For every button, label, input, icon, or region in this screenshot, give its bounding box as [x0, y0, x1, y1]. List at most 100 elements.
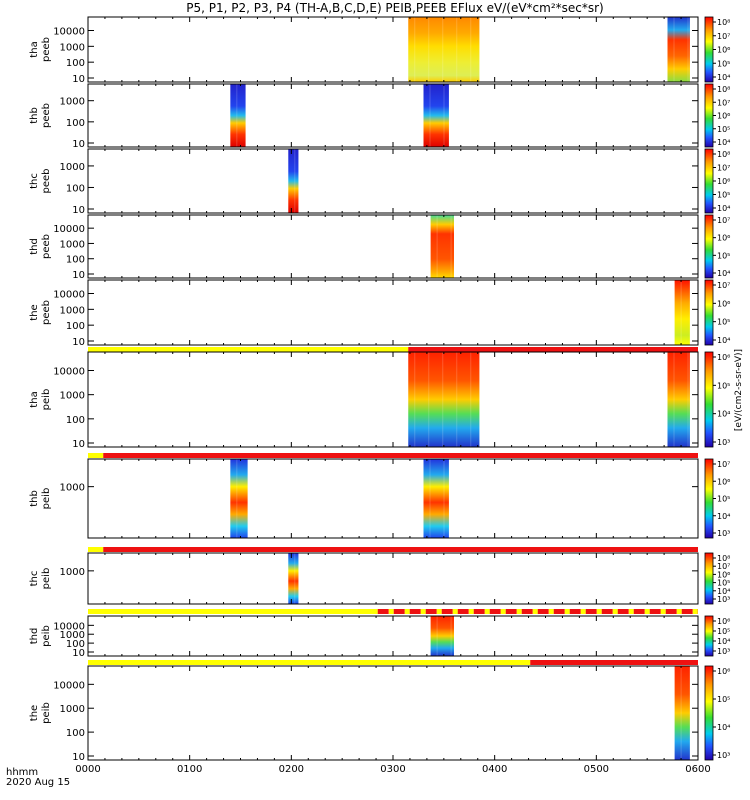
panel-6-cbar-tick-label: 10⁴: [717, 410, 730, 419]
panel-3-cbar-tick-label: 10⁸: [717, 150, 730, 159]
panel-3-label-line-1: thc: [29, 173, 40, 189]
panel-5-frame: [87, 279, 699, 346]
panel-9-flag-segment: [505, 609, 517, 614]
panel-2-cbar-tick-label: 10⁵: [717, 125, 730, 134]
time-tick-label: 0200: [279, 764, 304, 775]
panel-7-block-band: [429, 459, 431, 538]
panel-2-y-tick-label: 100: [66, 118, 85, 129]
panel-5-y-tick-label: 100: [66, 321, 85, 332]
panel-1-block-band: [428, 17, 430, 82]
panel-9-y-tick-label: 1000: [60, 630, 85, 641]
panel-9-flag-segment: [377, 609, 389, 614]
panel-9-frame: [87, 615, 699, 657]
panel-7-cbar-tick-label: 10³: [717, 529, 730, 538]
panel-1-cbar-tick-label: 10⁵: [717, 59, 730, 68]
panel-2-block-band: [443, 84, 445, 147]
panel-9-block-band: [436, 616, 438, 656]
panel-9-flag-segment: [553, 609, 565, 614]
panel-6-cbar-tick-label: 10⁵: [717, 381, 730, 390]
panel-2-cbar-tick-label: 10⁶: [717, 112, 730, 121]
panel-4-y-tick-label: 1000: [60, 239, 85, 250]
panel-9-flag-segment: [649, 609, 661, 614]
panel-9-flag-segment: [596, 609, 602, 614]
panel-9-flag-segment: [489, 609, 501, 614]
panel-9-flag-segment: [644, 609, 650, 614]
panel-4-block-band: [450, 215, 452, 278]
panel-9-flag-segment: [500, 609, 506, 614]
panel-1-label-line-1: tha: [29, 41, 40, 57]
time-tick-label: 0400: [482, 764, 507, 775]
panel-5-cbar-tick-label: 10⁴: [717, 336, 730, 345]
panel-5-cbar-tick-label: 10⁵: [717, 318, 730, 327]
panel-8-label-line-2: peib: [41, 568, 52, 590]
panel-1-block-band: [673, 17, 675, 82]
panel-4-colorbar: [704, 214, 714, 279]
panel-1-block-band: [470, 17, 472, 82]
panel-4-data-block: [430, 215, 454, 278]
panel-5-block-band: [680, 280, 682, 345]
panel-9-flag-segment: [633, 609, 645, 614]
panel-7-label-line-2: peib: [41, 488, 52, 510]
panel-10-y-tick-label: 1000: [60, 704, 85, 715]
panel-1-y-tick-label: 10: [72, 74, 85, 85]
panel-6-frame: [87, 351, 699, 448]
panel-10-block-band: [680, 666, 682, 760]
panel-3-cbar-tick-label: 10⁴: [717, 204, 730, 213]
panel-6-cbar-tick-label: 10³: [717, 438, 730, 447]
panel-9-cbar-tick-label: 10⁵: [717, 627, 730, 636]
panel-9-flag-segment: [457, 609, 469, 614]
panel-7-y-tick-label: 1000: [60, 483, 85, 494]
panel-8-cbar-tick-label: 10⁶: [717, 570, 730, 579]
panel-3-data-block: [288, 149, 299, 213]
panel-2-label-line-2: peeb: [41, 103, 52, 128]
panel-8-block-band: [294, 553, 296, 604]
panel-8-y-tick-label: 1000: [60, 567, 85, 578]
panel-8-label-line-1: thc: [29, 571, 40, 587]
panel-8-cbar-tick-label: 10⁸: [717, 554, 730, 563]
panel-9-flag-segment: [393, 609, 405, 614]
panel-3-y-tick-label: 1000: [60, 162, 85, 173]
panel-9-data-block: [430, 616, 454, 656]
panel-9-cbar-tick-label: 10³: [717, 647, 730, 656]
panel-9-flag-segment: [548, 609, 554, 614]
panel-9-flag-segment: [601, 609, 613, 614]
panel-1-cbar-tick-label: 10⁷: [717, 32, 730, 41]
panel-5-colorbar: [704, 279, 714, 346]
panel-6-y-tick-label: 100: [66, 415, 85, 426]
panel-9-flag-segment: [569, 609, 581, 614]
panel-9-y-tick-label: 100: [66, 639, 85, 650]
panel-9-flag-segment: [441, 609, 453, 614]
panel-9-flag-segment: [404, 609, 410, 614]
panel-6-colorbar: [704, 351, 714, 448]
panel-6-y-tick-label: 10: [72, 439, 85, 450]
panel-9-flag-segment: [425, 609, 437, 614]
panel-3-label-line-2: peeb: [41, 169, 52, 194]
panel-9-flag-segment: [665, 609, 677, 614]
panel-9-flag-segment: [617, 609, 629, 614]
panel-9-flag-segment: [484, 609, 490, 614]
panel-9-label-line-1: thd: [29, 628, 40, 645]
time-tick-label: 0500: [584, 764, 609, 775]
panel-9-flag-segment: [612, 609, 618, 614]
panel-2-label-line-1: thb: [29, 107, 40, 124]
time-tick-label: 0300: [380, 764, 405, 775]
panel-4-label-line-1: thd: [29, 238, 40, 255]
panel-8-cbar-tick-label: 10⁵: [717, 579, 730, 588]
panel-1-block-band: [456, 17, 458, 82]
panel-10-colorbar: [704, 665, 714, 761]
panel-7-cbar-tick-label: 10⁷: [717, 460, 730, 469]
panel-3-cbar-tick-label: 10⁵: [717, 191, 730, 200]
panel-8-cbar-tick-label: 10⁷: [717, 562, 730, 571]
panel-5-label-line-2: peeb: [41, 300, 52, 325]
panel-10-y-tick-label: 100: [66, 728, 85, 739]
panel-8-colorbar: [704, 552, 714, 605]
panel-7-data-block: [230, 459, 248, 538]
panel-6-flag-segment: [88, 347, 409, 352]
panel-1-block-band: [687, 17, 689, 82]
panel-6-flag-segment: [408, 347, 698, 352]
panel-9-flag-segment: [452, 609, 458, 614]
panel-2-data-block: [230, 84, 246, 147]
panel-6-cbar-tick-label: 10⁶: [717, 353, 730, 362]
panel-8-cbar-tick-label: 10⁴: [717, 587, 730, 596]
panel-2-cbar-tick-label: 10⁷: [717, 98, 730, 107]
